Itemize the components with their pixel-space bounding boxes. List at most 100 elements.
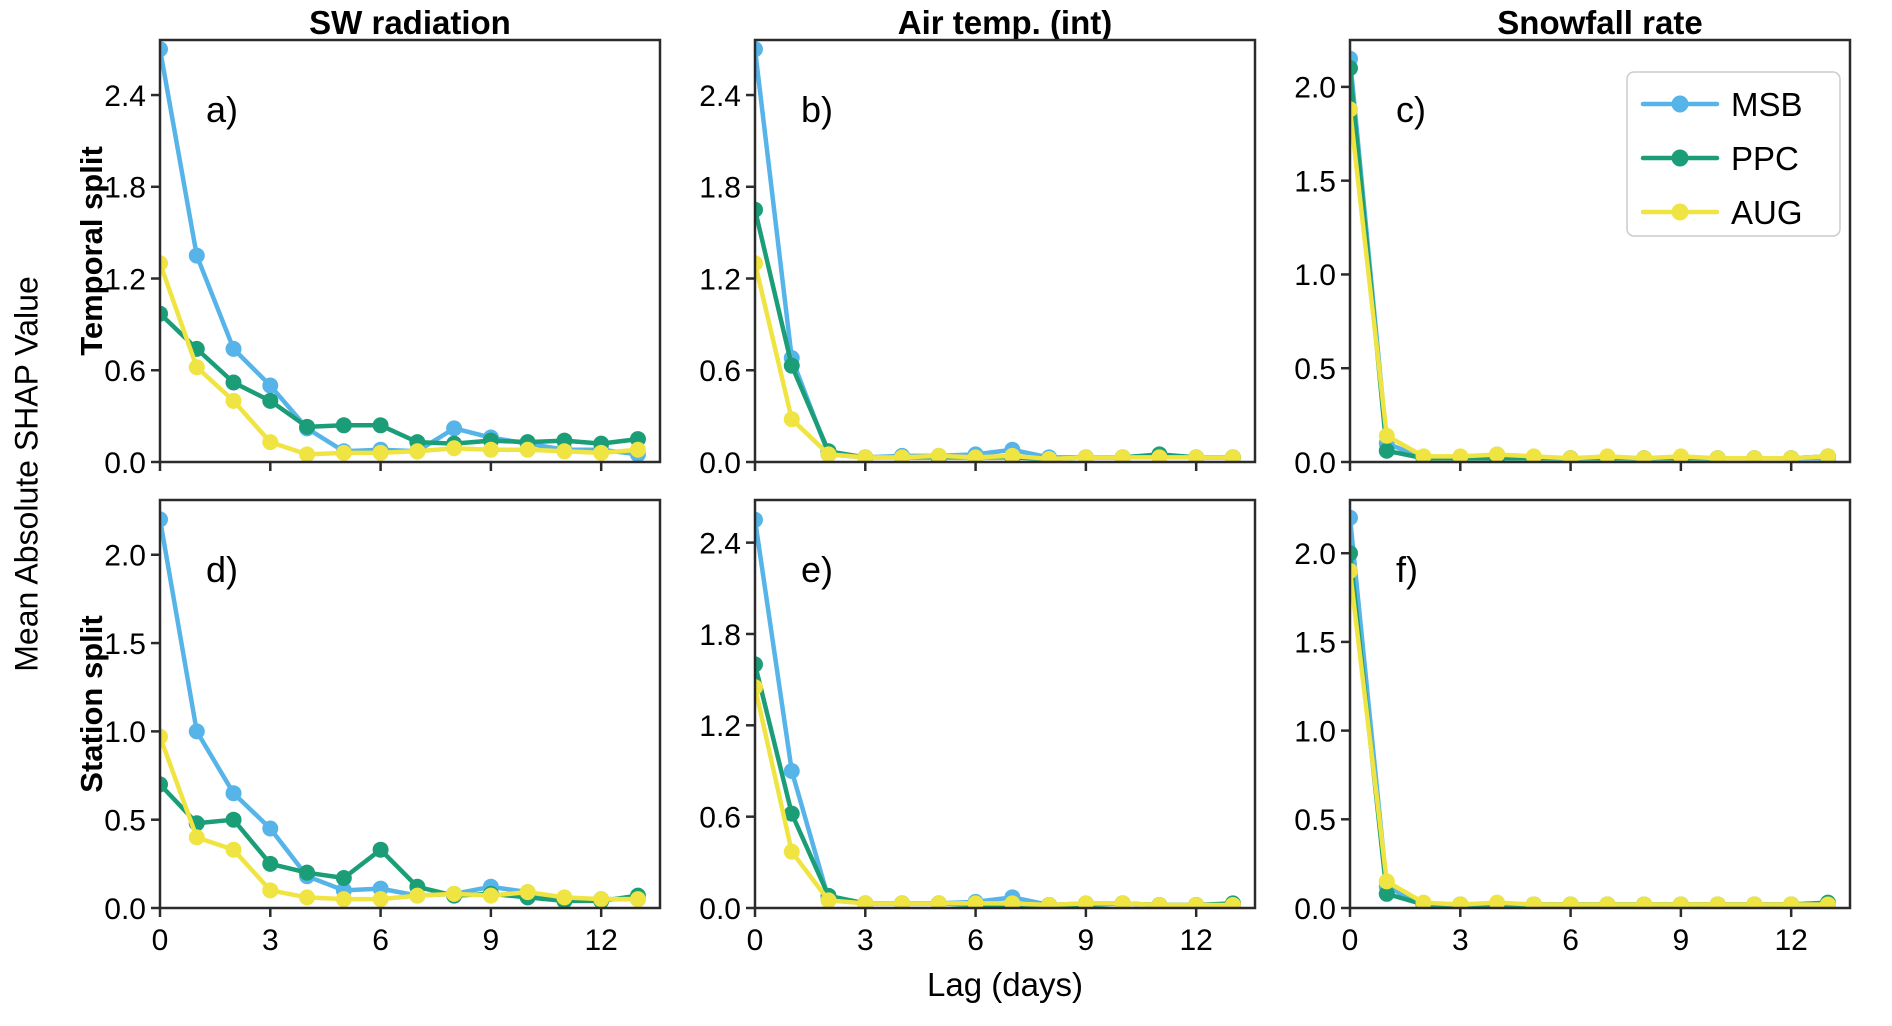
y-tick-label: 1.0 bbox=[1294, 715, 1336, 748]
data-point-MSB bbox=[262, 377, 279, 394]
y-tick-label: 0.6 bbox=[104, 355, 146, 388]
data-point-PPC bbox=[335, 417, 352, 434]
series-line-AUG bbox=[1350, 568, 1831, 907]
data-point-AUG bbox=[262, 434, 279, 451]
data-point-PPC bbox=[783, 805, 800, 822]
y-tick-label: 0.0 bbox=[699, 893, 741, 926]
panel-letter-f: f) bbox=[1396, 549, 1418, 590]
data-point-PPC bbox=[160, 776, 168, 793]
data-point-AUG bbox=[409, 887, 426, 904]
x-tick-label: 12 bbox=[1774, 924, 1807, 957]
panel-letter-e: e) bbox=[801, 549, 833, 590]
data-point-AUG bbox=[160, 728, 168, 745]
data-point-AUG bbox=[783, 411, 800, 428]
y-tick-label: 1.5 bbox=[1294, 627, 1336, 660]
y-tick-label: 1.5 bbox=[104, 628, 146, 661]
data-point-AUG bbox=[1562, 450, 1579, 462]
y-tick-label: 0.5 bbox=[1294, 804, 1336, 837]
data-point-AUG bbox=[160, 255, 168, 272]
y-tick-label: 0.5 bbox=[1294, 353, 1336, 386]
series-markers-PPC bbox=[160, 776, 646, 908]
legend-label-MSB: MSB bbox=[1731, 86, 1803, 123]
data-point-AUG bbox=[1599, 896, 1616, 908]
data-point-AUG bbox=[299, 889, 316, 906]
data-point-AUG bbox=[1378, 427, 1395, 444]
data-point-AUG bbox=[593, 444, 610, 461]
data-point-AUG bbox=[1004, 895, 1021, 908]
data-point-AUG bbox=[1151, 896, 1168, 908]
data-point-AUG bbox=[1224, 896, 1241, 908]
data-point-AUG bbox=[519, 441, 536, 458]
data-point-AUG bbox=[1562, 896, 1579, 908]
series-line-AUG bbox=[160, 260, 641, 457]
data-point-AUG bbox=[225, 841, 242, 858]
data-point-AUG bbox=[335, 444, 352, 461]
x-tick-label: 9 bbox=[1673, 924, 1690, 957]
data-point-AUG bbox=[820, 446, 837, 462]
series-markers-PPC bbox=[1350, 545, 1836, 908]
legend-marker-MSB bbox=[1671, 95, 1689, 113]
x-tick-label: 9 bbox=[1078, 924, 1095, 957]
panel-f-frame bbox=[1348, 498, 1852, 910]
series-markers-AUG bbox=[755, 255, 1241, 462]
column-title-sw-radiation: SW radiation bbox=[309, 4, 511, 41]
data-point-PPC bbox=[1378, 442, 1395, 459]
data-point-AUG bbox=[1415, 448, 1432, 462]
data-point-PPC bbox=[372, 841, 389, 858]
data-point-AUG bbox=[1709, 896, 1726, 908]
data-point-AUG bbox=[857, 895, 874, 908]
data-point-AUG bbox=[1672, 896, 1689, 908]
data-point-AUG bbox=[593, 891, 610, 908]
x-tick-label: 0 bbox=[747, 924, 764, 957]
y-tick-label: 0.0 bbox=[104, 893, 146, 926]
data-point-PPC bbox=[783, 357, 800, 374]
x-tick-label: 6 bbox=[967, 924, 984, 957]
y-tick-label: 1.0 bbox=[104, 716, 146, 749]
data-point-AUG bbox=[372, 444, 389, 461]
data-point-AUG bbox=[1525, 448, 1542, 462]
panel-letter-c: c) bbox=[1396, 89, 1426, 130]
data-point-AUG bbox=[1004, 447, 1021, 462]
data-point-PPC bbox=[755, 656, 763, 673]
data-point-AUG bbox=[556, 443, 573, 460]
panel-b-frame bbox=[753, 38, 1257, 464]
column-title-air-temp: Air temp. (int) bbox=[897, 4, 1113, 41]
y-tick-label: 0.5 bbox=[104, 804, 146, 837]
data-point-MSB bbox=[188, 723, 205, 740]
data-point-AUG bbox=[894, 895, 911, 908]
series-line-PPC bbox=[1350, 550, 1831, 907]
y-tick-label: 0.0 bbox=[699, 447, 741, 480]
y-tick-label: 2.0 bbox=[1294, 538, 1336, 571]
data-point-AUG bbox=[755, 255, 763, 272]
y-tick-label: 1.2 bbox=[699, 263, 741, 296]
data-point-AUG bbox=[446, 440, 463, 457]
data-point-PPC bbox=[335, 869, 352, 886]
data-point-PPC bbox=[755, 201, 763, 218]
data-point-PPC bbox=[299, 418, 316, 435]
panel-f-series bbox=[1350, 509, 1836, 908]
data-point-AUG bbox=[1378, 873, 1395, 890]
data-point-AUG bbox=[629, 441, 646, 458]
y-tick-label: 2.4 bbox=[104, 80, 146, 113]
series-line-AUG bbox=[755, 685, 1236, 908]
data-point-MSB bbox=[783, 762, 800, 779]
series-markers-AUG bbox=[160, 728, 646, 908]
data-point-AUG bbox=[1188, 449, 1205, 462]
y-tick-label: 1.8 bbox=[699, 172, 741, 205]
data-point-PPC bbox=[262, 392, 279, 409]
data-point-AUG bbox=[1452, 448, 1469, 462]
data-point-AUG bbox=[262, 882, 279, 899]
data-point-AUG bbox=[1636, 450, 1653, 462]
data-point-AUG bbox=[1077, 895, 1094, 908]
y-tick-label: 2.0 bbox=[1294, 72, 1336, 105]
panel-d-frame bbox=[158, 498, 662, 910]
data-point-PPC bbox=[1350, 545, 1358, 562]
y-tick-label: 0.0 bbox=[1294, 447, 1336, 480]
y-tick-label: 0.6 bbox=[699, 355, 741, 388]
y-tick-label: 1.2 bbox=[699, 710, 741, 743]
series-line-MSB bbox=[1350, 515, 1831, 907]
data-point-PPC bbox=[372, 417, 389, 434]
panel-b-series bbox=[755, 41, 1241, 462]
panel-a-series bbox=[160, 41, 646, 462]
panel-letter-a: a) bbox=[206, 89, 238, 130]
